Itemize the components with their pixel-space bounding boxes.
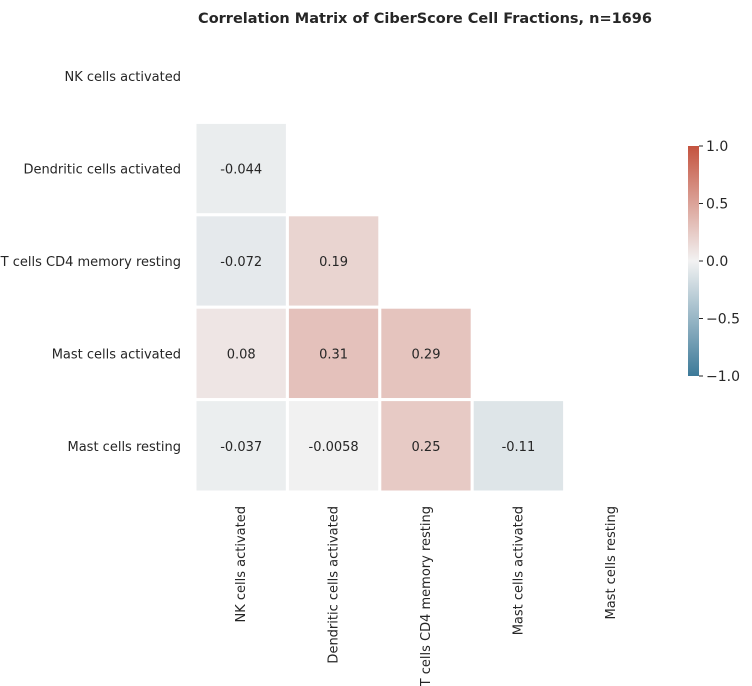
cell-value-label: -0.072 — [220, 255, 262, 270]
chart-title: Correlation Matrix of CiberScore Cell Fr… — [198, 11, 652, 27]
colorbar: 1.0 0.5 0.0 −0.5 −1.0 — [688, 139, 740, 385]
colorbar-tick-label: 0.5 — [706, 197, 728, 213]
y-tick-label: NK cells activated — [65, 70, 182, 85]
cell-value-label: -0.0058 — [309, 440, 359, 455]
cell-value-label: 0.31 — [319, 347, 348, 362]
heatmap-cell — [193, 213, 289, 309]
y-tick-label: T cells CD4 memory resting — [0, 255, 181, 270]
x-tick-label: NK cells activated — [234, 506, 249, 623]
cell-value-label: -0.11 — [502, 440, 536, 455]
cell-value-label: 0.29 — [412, 347, 441, 362]
x-tick-label: Dendritic cells activated — [327, 506, 342, 664]
colorbar-tick-label: −1.0 — [706, 369, 740, 385]
heatmap-cell — [378, 305, 474, 402]
colorbar-tick-label: 0.0 — [706, 254, 728, 270]
x-tick-label: Mast cells resting — [604, 506, 619, 620]
x-tick-label: Mast cells activated — [511, 506, 526, 635]
x-axis-labels: NK cells activated Dendritic cells activa… — [234, 506, 619, 686]
heatmap-cell — [378, 398, 474, 494]
heatmap-cells: -0.044 -0.072 0.19 0.08 0.31 0.29 -0.037 -0.005… — [193, 120, 567, 494]
colorbar-gradient — [688, 146, 699, 376]
cell-value-label: 0.19 — [319, 255, 348, 270]
heatmap-cell — [285, 398, 382, 494]
heatmap-cell — [193, 398, 289, 494]
colorbar-tick-label: 1.0 — [706, 139, 728, 155]
cell-value-label: 0.08 — [227, 347, 256, 362]
heatmap-cell — [470, 398, 567, 494]
y-tick-label: Mast cells activated — [52, 347, 181, 362]
cell-value-label: 0.25 — [412, 440, 441, 455]
cell-value-label: -0.044 — [220, 163, 262, 178]
cell-value-label: -0.037 — [220, 440, 262, 455]
x-tick-label: T cells CD4 memory resting — [419, 506, 434, 686]
y-tick-label: Dendritic cells activated — [23, 163, 181, 178]
heatmap-cell — [193, 120, 289, 217]
y-tick-label: Mast cells resting — [68, 440, 182, 455]
y-axis-labels: NK cells activated Dendritic cells activa… — [0, 70, 181, 455]
colorbar-tick-label: −0.5 — [706, 312, 740, 328]
